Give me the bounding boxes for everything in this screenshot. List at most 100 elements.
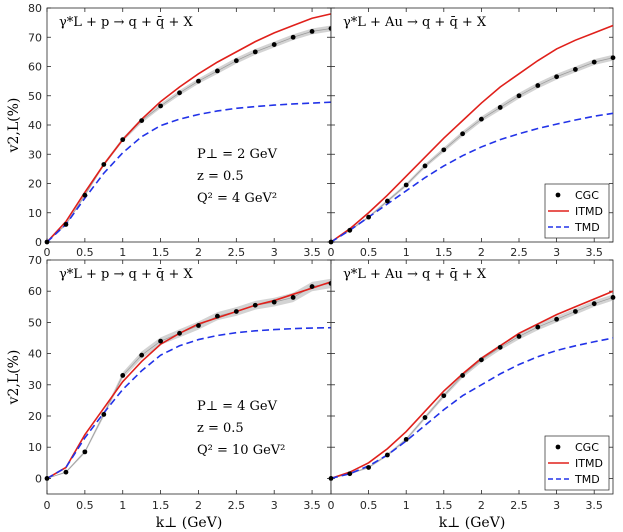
legend-label: ITMD: [575, 205, 603, 218]
parameter-label: Q² = 10 GeV²: [197, 443, 285, 458]
series-line-itmd: [330, 24, 614, 243]
cgc-data-point: [82, 192, 88, 198]
legend-marker-cgc: [555, 444, 561, 450]
legend: CGC ITMD TMD: [544, 183, 610, 239]
x-tick-label: 1.5: [435, 499, 453, 512]
x-tick-label: 2.5: [228, 246, 246, 259]
y-tick-label: 0: [35, 472, 42, 485]
cgc-data-point: [366, 465, 371, 470]
cgc-data-point: [328, 476, 334, 481]
x-tick-label: 2: [195, 246, 202, 259]
series-line-tmd: [330, 112, 614, 243]
cgc-data-point: [554, 74, 559, 80]
cgc-data-point: [63, 222, 69, 227]
cgc-data-point: [233, 58, 239, 64]
cgc-data-point: [252, 302, 258, 308]
cgc-data-point: [422, 163, 428, 169]
cgc-connector-line: [330, 57, 614, 243]
cgc-data-point: [347, 471, 353, 477]
panel-title: γ*L + Au → q + q̄ + X: [343, 267, 487, 282]
x-tick-label: 2.5: [510, 499, 528, 512]
cgc-data-point: [460, 131, 465, 137]
cgc-data-point: [591, 301, 597, 307]
x-tick-label: 0: [44, 246, 51, 259]
x-tick-label: 2: [478, 499, 485, 512]
cgc-data-point: [82, 449, 88, 455]
cgc-data-point: [252, 49, 258, 55]
x-tick-label: 0.5: [76, 499, 94, 512]
y-tick-label: 40: [28, 119, 42, 132]
y-tick-label: 70: [28, 254, 42, 267]
x-axis-label: k⊥ (GeV): [156, 515, 223, 531]
panel-top-right: 0 0.5 1 1.5 2 2.5 3 3.5 γ*L + Au → q + q̄ + X CGC…: [328, 7, 616, 259]
cgc-data-point: [385, 198, 390, 204]
legend: CGC ITMD TMD: [544, 435, 610, 491]
x-tick-label: 1: [403, 246, 410, 259]
panel-title: γ*L + Au → q + q̄ + X: [343, 15, 487, 30]
y-tick-label: 60: [28, 285, 42, 298]
legend-marker-cgc: [555, 192, 561, 198]
series-line-tmd: [46, 326, 332, 480]
cgc-data-point: [479, 116, 484, 122]
cgc-data-point: [215, 313, 220, 319]
cgc-data-point: [347, 227, 353, 233]
cgc-data-point: [479, 357, 484, 363]
x-tick-label: 2: [195, 499, 202, 512]
y-tick-label: 70: [28, 31, 42, 44]
cgc-data-point: [196, 323, 201, 328]
series-line-itmd: [46, 13, 332, 243]
cgc-data-point: [610, 295, 616, 300]
y-tick-label: 20: [28, 178, 42, 191]
x-tick-label: 1.5: [435, 246, 453, 259]
y-tick-label: 0: [35, 236, 42, 249]
y-tick-label: 10: [28, 441, 42, 454]
series-line-itmd: [46, 281, 332, 480]
cgc-data-point: [573, 67, 578, 72]
plot-area: [46, 7, 332, 243]
x-tick-label: 3.5: [585, 499, 603, 512]
series-line-itmd: [330, 290, 614, 480]
y-tick-label: 30: [28, 379, 42, 392]
x-tick-label: 3.5: [585, 246, 603, 259]
cgc-data-point: [535, 324, 541, 330]
x-tick-label: 3: [553, 499, 560, 512]
cgc-data-point: [385, 452, 390, 458]
cgc-data-point: [44, 239, 50, 245]
cgc-connector-line: [46, 28, 332, 243]
x-tick-label: 0: [328, 246, 335, 259]
cgc-data-point: [441, 147, 447, 153]
x-tick-label: 3: [271, 246, 278, 259]
x-tick-label: 3: [553, 246, 560, 259]
y-tick-label: 10: [28, 207, 42, 220]
parameter-label: z = 0.5: [197, 421, 244, 436]
cgc-data-point: [177, 330, 182, 336]
cgc-data-point: [441, 393, 447, 399]
cgc-data-point: [158, 338, 164, 344]
x-tick-label: 0: [44, 499, 51, 512]
legend-label: ITMD: [575, 457, 603, 470]
y-tick-label: 50: [28, 90, 42, 103]
x-tick-label: 3: [271, 499, 278, 512]
parameter-label: Q² = 4 GeV²: [197, 191, 277, 206]
y-tick-label: 50: [28, 316, 42, 329]
x-tick-label: 2.5: [510, 246, 528, 259]
x-axis-label: k⊥ (GeV): [439, 515, 506, 531]
x-tick-label: 1.5: [152, 246, 170, 259]
cgc-data-point: [139, 352, 145, 358]
cgc-data-point: [233, 309, 239, 314]
cgc-data-point: [101, 412, 107, 417]
x-tick-label: 3.5: [303, 499, 321, 512]
cgc-data-point: [290, 34, 296, 40]
cgc-data-point: [591, 59, 597, 65]
cgc-data-point: [309, 284, 315, 289]
x-tick-label: 3.5: [303, 246, 321, 259]
cgc-data-point: [403, 182, 409, 188]
cgc-data-point: [497, 344, 503, 350]
cgc-data-point: [44, 476, 50, 481]
cgc-data-point: [366, 214, 371, 220]
legend-label: TMD: [574, 221, 600, 234]
cgc-data-point: [516, 334, 522, 339]
legend-label: TMD: [574, 473, 600, 486]
y-tick-label: 80: [28, 2, 42, 15]
panel-bottom-right: 0 0.5 1 1.5 2 2.5 3 3.5 γ*L + Au → q + q̄ + X k⊥ …: [328, 259, 616, 531]
